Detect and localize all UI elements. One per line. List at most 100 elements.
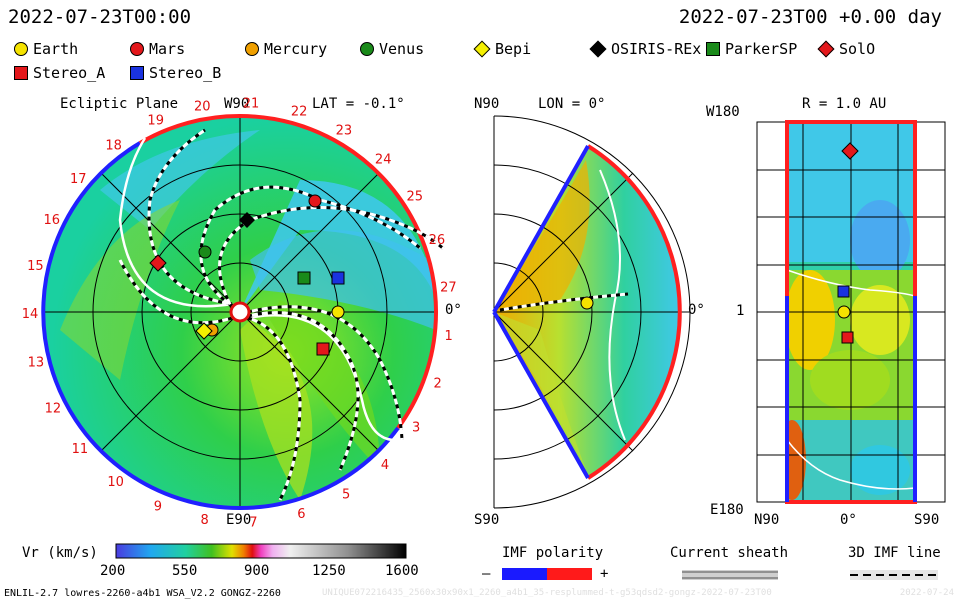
datetime-label: 2022-07-23T00:00 xyxy=(8,6,192,28)
legend-earth: Earth xyxy=(14,40,78,58)
venus-marker xyxy=(198,245,212,259)
mars-icon xyxy=(130,42,144,56)
radial-title: R = 1.0 AU xyxy=(802,96,887,112)
ecliptic-right-label: 0° xyxy=(445,302,462,318)
mars-marker xyxy=(308,194,322,208)
legend-parker: ParkerSP xyxy=(706,40,797,58)
carrington-label-1: 1 xyxy=(445,329,453,344)
carrington-label-25: 25 xyxy=(407,190,424,205)
imf-line-label: 3D IMF line xyxy=(848,545,941,561)
imf-negative-bar xyxy=(502,568,547,580)
legend-stereo-a: Stereo_A xyxy=(14,64,105,82)
carrington-label-23: 23 xyxy=(336,124,353,139)
carrington-label-3: 3 xyxy=(412,420,420,435)
meridional-top-label: N90 xyxy=(474,96,500,112)
legend-bepi: Bepi xyxy=(473,40,531,58)
carrington-label-20: 20 xyxy=(194,99,211,114)
carrington-label-27: 27 xyxy=(440,280,457,295)
colorbar-label: Vr (km/s) xyxy=(22,545,98,561)
current-sheath-symbol xyxy=(682,570,778,580)
radial-stereo-a-marker xyxy=(841,331,854,344)
stereo-a-icon xyxy=(14,66,28,80)
carrington-label-16: 16 xyxy=(44,213,61,228)
earth-marker xyxy=(331,305,345,319)
legend-stereo-b: Stereo_B xyxy=(130,64,221,82)
venus-icon xyxy=(360,42,374,56)
bepi-marker xyxy=(195,322,213,340)
earth-icon xyxy=(14,42,28,56)
radial-x-label-n90: N90 xyxy=(754,512,780,528)
imf-plus-label: + xyxy=(600,566,609,582)
stereo-a-marker xyxy=(316,342,330,356)
colorbar xyxy=(115,543,407,559)
ecliptic-top-label: W90 xyxy=(224,96,250,112)
colorbar-tick-900: 900 xyxy=(244,563,270,579)
carrington-label-11: 11 xyxy=(72,442,89,457)
ecliptic-markers xyxy=(149,194,345,356)
footer-date-stamp: 2022-07-24 xyxy=(899,588,954,598)
meridional-title: LON = 0° xyxy=(538,96,606,112)
radial-x-label-0: 0° xyxy=(840,512,857,528)
colorbar-tick-1600: 1600 xyxy=(385,563,419,579)
ecliptic-lat-label: LAT = -0.1° xyxy=(312,96,405,112)
carrington-label-21: 21 xyxy=(243,96,260,111)
carrington-label-6: 6 xyxy=(297,507,305,522)
solo-marker xyxy=(149,254,167,272)
footer-model: ENLIL-2.7 lowres-2260-a4b1 WSA_V2.2 GONG… xyxy=(4,588,281,599)
offset-label: 2022-07-23T00 +0.00 day xyxy=(678,6,942,28)
carrington-label-8: 8 xyxy=(201,513,209,528)
carrington-label-26: 26 xyxy=(429,233,446,248)
carrington-label-14: 14 xyxy=(22,307,39,322)
colorbar-tick-1250: 1250 xyxy=(312,563,346,579)
parker-marker xyxy=(297,271,311,285)
carrington-label-18: 18 xyxy=(105,138,122,153)
colorbar-tick-550: 550 xyxy=(172,563,198,579)
carrington-label-5: 5 xyxy=(342,487,350,502)
imf-minus-label: – xyxy=(482,566,491,582)
legend-mercury: Mercury xyxy=(245,40,327,58)
radial-bottom-label: E180 xyxy=(710,502,744,518)
carrington-label-7: 7 xyxy=(249,516,257,531)
carrington-label-13: 13 xyxy=(28,356,45,371)
stereo-b-icon xyxy=(130,66,144,80)
carrington-label-15: 15 xyxy=(27,259,44,274)
radial-mid-label: 1 xyxy=(736,303,745,319)
ecliptic-disk xyxy=(41,113,447,511)
carrington-label-9: 9 xyxy=(154,499,162,514)
stereo-b-marker xyxy=(331,271,345,285)
meridional-earth-marker xyxy=(580,296,594,310)
meridional-panel xyxy=(492,115,691,509)
carrington-label-17: 17 xyxy=(70,172,87,187)
ecliptic-bottom-label: E90 xyxy=(226,512,252,528)
carrington-label-19: 19 xyxy=(147,114,164,129)
parker-icon xyxy=(706,42,720,56)
carrington-label-22: 22 xyxy=(291,105,308,120)
meridional-bottom-label: S90 xyxy=(474,512,500,528)
carrington-label-24: 24 xyxy=(375,152,392,167)
legend-mars: Mars xyxy=(130,40,185,58)
radial-earth-marker xyxy=(837,305,851,319)
carrington-label-12: 12 xyxy=(45,401,62,416)
imf-positive-bar xyxy=(547,568,592,580)
meridional-right-label: 0° xyxy=(688,302,705,318)
radial-top-label: W180 xyxy=(706,104,740,120)
radial-panel xyxy=(756,120,946,504)
mercury-icon xyxy=(245,42,259,56)
carrington-label-2: 2 xyxy=(434,377,442,392)
radial-solo-marker xyxy=(841,142,859,160)
radial-stereo-b-marker xyxy=(837,285,850,298)
legend-osiris: OSIRIS-REx xyxy=(589,40,701,58)
colorbar-tick-200: 200 xyxy=(100,563,126,579)
imf-polarity-label: IMF polarity xyxy=(502,545,604,561)
carrington-label-10: 10 xyxy=(107,475,124,490)
legend-solo: SolO xyxy=(817,40,875,58)
radial-x-label-s90: S90 xyxy=(914,512,940,528)
legend-venus: Venus xyxy=(360,40,424,58)
ecliptic-title: Ecliptic Plane xyxy=(60,96,179,112)
footer-run-id: UNIQUE072216435_2560x30x90x1_2260_a4b1_3… xyxy=(322,588,772,598)
carrington-label-4: 4 xyxy=(381,458,389,473)
osiris-marker xyxy=(239,212,255,228)
current-sheath-label: Current sheath xyxy=(670,545,789,561)
